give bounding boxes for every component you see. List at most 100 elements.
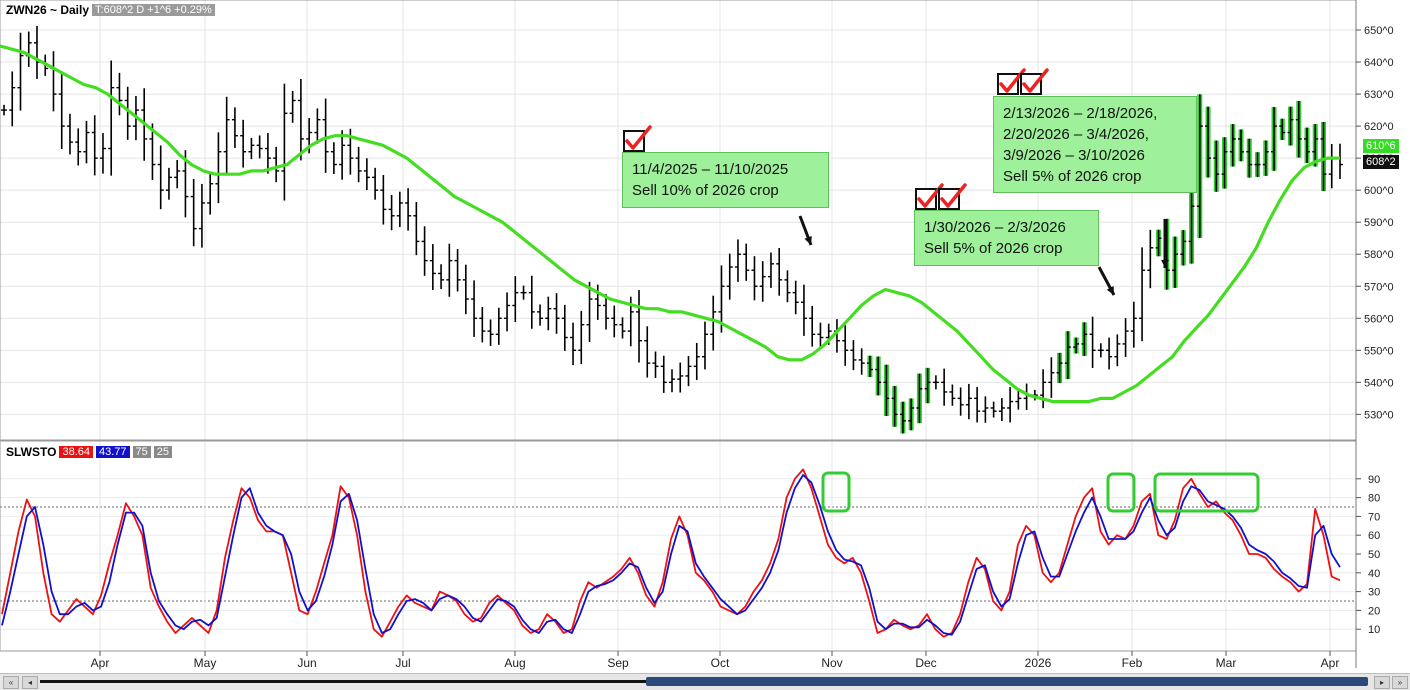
price-bar (248, 137, 255, 160)
price-bar (1147, 229, 1154, 289)
price-bar (297, 78, 304, 161)
stoch-k-line (1, 468, 1341, 638)
month-label: Jul (395, 656, 410, 670)
scroll-right-arrow[interactable]: ▸ (1374, 676, 1390, 689)
price-bar (504, 292, 511, 332)
checkbox-check-icon (997, 68, 1026, 95)
price-bar (1097, 343, 1104, 358)
checkbox-check-icon (915, 183, 944, 210)
price-bar (1279, 118, 1286, 140)
stochastic-lines (1, 468, 1341, 638)
arrow-icon (1097, 266, 1116, 296)
price-bar (652, 351, 659, 378)
arrow-head (1161, 259, 1169, 268)
price-bar (636, 290, 643, 363)
price-bar (866, 355, 873, 377)
moving-average-line (0, 44, 1340, 404)
price-bar (83, 120, 90, 164)
price-bar (767, 252, 774, 288)
price-bar (1106, 337, 1113, 370)
price-bar (734, 239, 741, 282)
price-bar (1188, 183, 1195, 264)
arrow-icon (1161, 219, 1169, 268)
price-bar (1007, 387, 1014, 423)
price-header: ZWN26 ~ Daily T:608^2 D +1^6 +0.29% (6, 3, 215, 17)
scroll-thumb[interactable] (646, 677, 1368, 686)
price-bar (1130, 301, 1137, 348)
price-bar (215, 132, 222, 204)
price-bar (198, 183, 205, 248)
scroll-left-arrow[interactable]: ◂ (22, 676, 38, 689)
price-bar (1040, 369, 1047, 409)
price-bar (1056, 352, 1063, 383)
price-bar (578, 310, 585, 365)
price-bar (512, 276, 519, 323)
price-bar (396, 191, 403, 228)
price-bar (545, 296, 552, 331)
price-bar (1122, 318, 1129, 357)
price-bar (891, 386, 898, 427)
price-bar (75, 128, 82, 166)
price-bar (1254, 152, 1261, 177)
price-bar (800, 284, 807, 336)
price-bar (685, 356, 692, 387)
check-mark (625, 125, 652, 150)
price-bar (594, 284, 601, 320)
stoch-d-value: 43.77 (95, 446, 130, 458)
price-bar (256, 135, 263, 159)
month-label: Feb (1122, 656, 1143, 670)
price-bar (570, 322, 577, 366)
price-bar (561, 304, 568, 351)
checkbox-check-icon (938, 183, 967, 210)
price-tick-label: 620^0 (1364, 121, 1394, 133)
stoch-tick-label: 60 (1368, 530, 1380, 542)
price-bar (1, 104, 7, 116)
price-bar (726, 253, 733, 300)
stoch-d-line (1, 474, 1341, 636)
time-scrollbar[interactable]: « ◂ ▸ » (0, 673, 1410, 690)
price-bar (190, 178, 197, 247)
note-nov-sale: 11/4/2025 – 11/10/2025 Sell 10% of 2026 … (622, 152, 829, 208)
symbol-label: ZWN26 ~ Daily (6, 3, 90, 17)
price-bar (9, 71, 16, 127)
price-bar (165, 167, 172, 200)
price-tick-label: 530^0 (1364, 409, 1394, 421)
scroll-far-right-button[interactable]: » (1392, 676, 1408, 689)
price-bar (157, 145, 164, 210)
price-bar (99, 133, 106, 174)
price-bar (58, 71, 65, 150)
price-bar (1064, 331, 1071, 379)
price-bar (990, 401, 997, 418)
price-bar (149, 123, 156, 181)
price-bar (776, 247, 783, 296)
stoch-lower: 25 (153, 446, 173, 458)
note-line: 2/20/2026 – 3/4/2026, (1003, 126, 1149, 143)
stoch-signal-box (1106, 472, 1136, 513)
price-bar (1337, 143, 1343, 179)
month-label: May (194, 656, 217, 670)
price-bar (1048, 357, 1055, 398)
scroll-far-left-button[interactable]: « (3, 676, 19, 689)
price-bar (1081, 322, 1088, 356)
price-tick-label: 570^0 (1364, 281, 1394, 293)
price-tick-label: 650^0 (1364, 25, 1394, 37)
price-bar (281, 83, 288, 201)
price-bar (619, 317, 626, 339)
scroll-track[interactable] (40, 680, 646, 683)
price-bar (1155, 229, 1162, 257)
price-bar (1213, 140, 1220, 192)
price-bar (924, 367, 931, 404)
price-bar (479, 307, 486, 343)
stoch-upper: 75 (132, 446, 151, 458)
price-bar (586, 281, 593, 342)
price-bar (875, 356, 882, 396)
price-bar (1139, 247, 1146, 342)
price-bar (644, 326, 651, 378)
stoch-signal-box (821, 471, 851, 513)
note-line: Sell 5% of 2026 crop (1003, 168, 1142, 185)
price-bar (1114, 334, 1121, 367)
price-bar (916, 373, 923, 424)
price-bar (495, 307, 502, 345)
price-bar (1304, 127, 1311, 164)
price-bar (388, 194, 395, 231)
